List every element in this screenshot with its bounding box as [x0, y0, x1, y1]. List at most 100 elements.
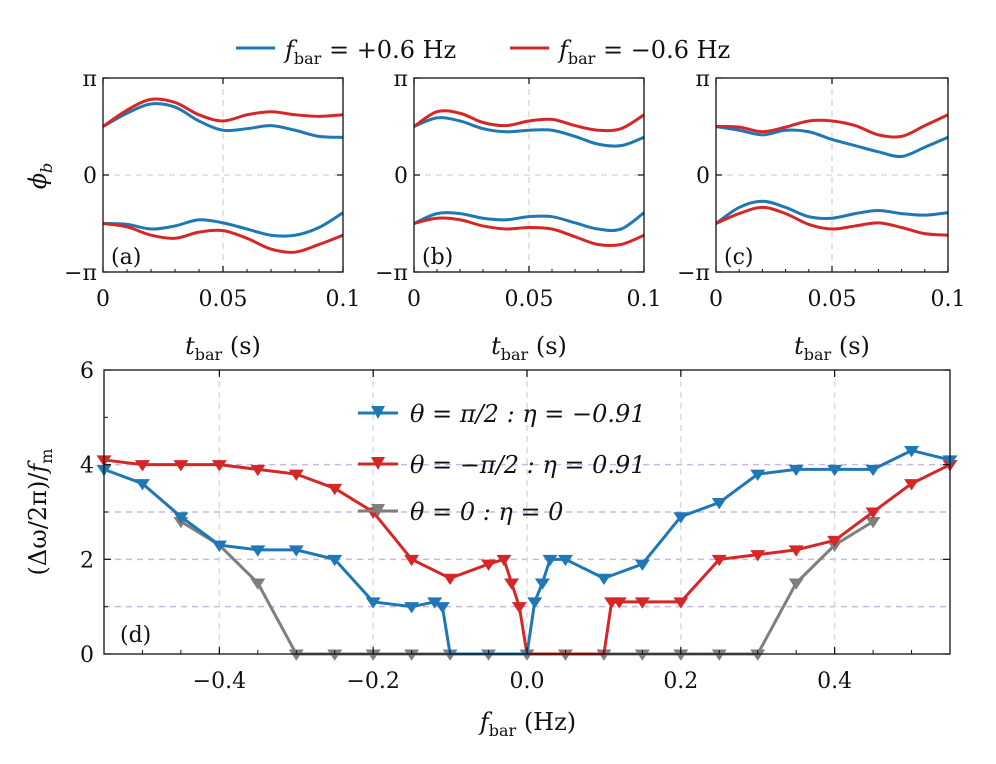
- legend-label-red: θ = −π/2 : η = 0.91: [410, 451, 646, 479]
- panel-label: (c): [724, 245, 754, 270]
- top-legend: fbar = +0.6 Hz fbar = −0.6 Hz: [236, 36, 730, 68]
- x-tick-label: 0.2: [663, 669, 698, 694]
- y-tick-label: 2: [80, 548, 94, 573]
- x-tick-label: 0: [96, 287, 110, 312]
- x-axis-label: tbar (s): [185, 332, 261, 364]
- series-marker-0: [904, 445, 920, 458]
- x-tick-label: 0.05: [808, 287, 857, 312]
- x-axis-label: tbar (s): [794, 332, 870, 364]
- series-marker-1: [904, 479, 920, 491]
- series-marker-0: [288, 545, 304, 557]
- series-marker-2: [865, 516, 881, 529]
- legend-label-blue: θ = π/2 : η = −0.91: [410, 400, 646, 428]
- series-marker-1: [288, 469, 304, 481]
- series-marker-0: [173, 512, 189, 524]
- series-marker-1: [327, 483, 343, 496]
- series-marker-0: [865, 464, 881, 477]
- series-marker-2: [750, 649, 766, 661]
- y-tick-label: π: [394, 67, 408, 92]
- series-marker-1: [404, 554, 420, 567]
- x-tick-label: 0.1: [627, 287, 662, 312]
- bottom-xlabel: fbar (Hz): [478, 708, 576, 740]
- series-marker-2: [634, 649, 650, 661]
- series-line-2: [102, 211, 344, 238]
- series-line-1: [413, 109, 645, 133]
- series-marker-0: [750, 469, 766, 481]
- series-marker-0: [404, 602, 420, 614]
- series-marker-0: [542, 554, 558, 567]
- x-tick-label: 0.4: [817, 669, 852, 694]
- series-marker-1: [711, 554, 727, 567]
- top-ylabel: ϕb: [24, 163, 56, 190]
- series-line-3: [413, 216, 645, 248]
- x-tick-label: 0: [709, 287, 723, 312]
- series-marker-2: [250, 578, 266, 590]
- series-marker-0: [827, 464, 843, 477]
- panel-label: (b): [422, 245, 453, 270]
- x-tick-label: 0.05: [505, 287, 554, 312]
- y-tick-label: π: [696, 67, 710, 92]
- series-marker-1: [481, 559, 497, 571]
- series-marker-1: [750, 550, 766, 562]
- series-marker-0: [711, 498, 727, 510]
- y-tick-label: 0: [80, 643, 94, 668]
- series-marker-1: [788, 545, 804, 557]
- series-marker-1: [634, 597, 650, 609]
- series-marker-1: [211, 460, 227, 472]
- panel-a: 0 0.05 0.1−π0π(a)tbar (s): [64, 67, 360, 364]
- panel-label: (d): [120, 623, 151, 648]
- series-line-1: [102, 97, 344, 128]
- series-line-3: [715, 205, 949, 237]
- y-tick-label: −π: [64, 261, 97, 286]
- series-marker-1: [673, 597, 689, 609]
- y-tick-label: 0: [696, 164, 710, 189]
- y-tick-label: π: [83, 67, 97, 92]
- series-marker-0: [634, 559, 650, 571]
- series-marker-2: [404, 649, 420, 661]
- top-legend-label-blue: fbar = +0.6 Hz: [283, 36, 456, 68]
- series-line-2: [413, 211, 645, 233]
- panel-label: (a): [111, 245, 141, 270]
- series-marker-0: [427, 597, 443, 609]
- series-marker-1: [442, 573, 458, 586]
- panel-c: 0 0.05 0.1−π0π(c)tbar (s): [677, 67, 965, 364]
- x-tick-label: 0.05: [199, 287, 248, 312]
- series-marker-2: [327, 649, 343, 661]
- series-marker-0: [534, 578, 550, 590]
- series-line-1: [715, 113, 949, 139]
- series-marker-0: [327, 554, 343, 567]
- top-legend-label-red: fbar = −0.6 Hz: [557, 36, 730, 68]
- series-marker-0: [527, 597, 543, 609]
- series-line-3: [102, 221, 344, 254]
- series-marker-1: [611, 597, 627, 609]
- series-marker-1: [134, 460, 150, 472]
- series-marker-1: [504, 578, 520, 590]
- legend-marker-blue: [371, 406, 385, 419]
- series-line-0: [715, 125, 949, 159]
- y-tick-label: 0: [83, 164, 97, 189]
- series-marker-0: [673, 512, 689, 524]
- series-marker-0: [250, 545, 266, 557]
- x-tick-label: −0.2: [346, 669, 399, 694]
- y-tick-label: −π: [677, 261, 710, 286]
- x-axis-label: tbar (s): [491, 332, 567, 364]
- series-marker-1: [865, 507, 881, 519]
- x-tick-label: 0: [407, 287, 421, 312]
- series-marker-1: [827, 535, 843, 548]
- series-line-0: [413, 116, 645, 148]
- series-marker-1: [511, 602, 527, 614]
- series-line-0: [102, 102, 344, 139]
- y-tick-label: 6: [80, 359, 94, 384]
- series-marker-1: [496, 554, 512, 567]
- legend-label-gray: θ = 0 : η = 0: [410, 498, 563, 526]
- series-marker-1: [173, 460, 189, 472]
- series-marker-0: [434, 602, 450, 614]
- series-marker-0: [788, 464, 804, 477]
- panel-b: 0 0.05 0.1−π0π(b)tbar (s): [375, 67, 661, 364]
- series-marker-0: [211, 540, 227, 552]
- series-marker-0: [596, 573, 612, 586]
- series-line-2: [715, 199, 949, 225]
- y-tick-label: 0: [394, 164, 408, 189]
- series-marker-2: [711, 649, 727, 661]
